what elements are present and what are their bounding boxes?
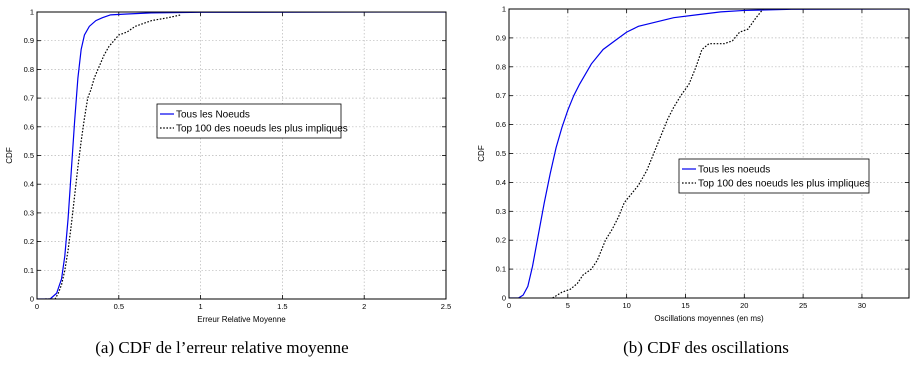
x-axis-label: Erreur Relative Moyenne — [197, 315, 286, 324]
x-axis-label: Oscillations moyennes (en ms) — [654, 314, 764, 323]
x-tick-label: 30 — [858, 301, 866, 310]
x-tick-label: 1.5 — [277, 302, 287, 311]
figure-caption: (b) CDF des oscillations — [623, 338, 789, 357]
y-tick-label: 0.2 — [496, 236, 506, 245]
y-axis-label: CDF — [477, 145, 486, 162]
series-line-2 — [45, 14, 182, 299]
y-tick-label: 0.5 — [496, 149, 506, 158]
legend-box — [156, 103, 342, 139]
y-tick-label: 0.1 — [496, 265, 506, 274]
y-tick-label: 0.9 — [24, 36, 34, 45]
x-tick-label: 2.5 — [441, 302, 451, 311]
plot-frame — [508, 8, 910, 299]
y-tick-label: 0.8 — [24, 65, 34, 74]
chart-panel-a: 0 0.1 0.2 0.3 0.4 0.5 0.6 0.7 0.8 0.9 1 0 0.5 1 1.5 2 2.… — [5, 8, 451, 358]
legend: Tous les Noeuds Top 100 des noeuds les pl… — [156, 103, 348, 139]
y-axis-label: CDF — [5, 147, 14, 164]
x-tick-label: 10 — [622, 301, 630, 310]
figure-caption: (a) CDF de l’erreur relative moyenne — [95, 338, 348, 357]
y-tick-label: 0.3 — [496, 207, 506, 216]
y-tick-label: 0.8 — [496, 62, 506, 71]
x-tick-label: 25 — [799, 301, 807, 310]
legend-label-2: Top 100 des noeuds les plus impliques — [698, 179, 870, 190]
series-line-1 — [509, 9, 909, 298]
y-tick-label: 1 — [30, 8, 34, 17]
y-tick-label: 0.7 — [496, 91, 506, 100]
y-tick-label: 0.3 — [24, 208, 34, 217]
y-tick-label: 0.6 — [24, 122, 34, 131]
series-line-2 — [552, 9, 764, 298]
y-tick-label: 1 — [502, 5, 506, 14]
y-tick-label: 0.9 — [496, 33, 506, 42]
x-tick-label: 20 — [740, 301, 748, 310]
x-tick-label: 15 — [681, 301, 689, 310]
x-tick-label: 0 — [35, 302, 39, 311]
legend-label-2: Top 100 des noeuds les plus impliques — [176, 124, 348, 135]
plot-frame — [36, 11, 447, 300]
legend-label-1: Tous les noeuds — [698, 165, 770, 176]
chart-panel-b: 00.10.20.30.40.50.60.70.80.910 5 10 15 20 25 3… — [477, 5, 910, 357]
x-tick-label: 0.5 — [114, 302, 124, 311]
legend-box — [678, 158, 870, 194]
y-tick-label: 0.6 — [496, 120, 506, 129]
y-tick-label: 0.7 — [24, 94, 34, 103]
y-tick-label: 0.4 — [24, 180, 34, 189]
y-tick-label: 0 — [502, 294, 506, 303]
y-tick-label: 0 — [30, 295, 34, 304]
y-tick-label: 0.2 — [24, 237, 34, 246]
legend: Tous les noeuds Top 100 des noeuds les pl… — [678, 158, 870, 194]
x-tick-label: 2 — [362, 302, 366, 311]
legend-label-1: Tous les Noeuds — [176, 110, 250, 121]
x-tick-label: 5 — [566, 301, 570, 310]
y-tick-label: 0.5 — [24, 151, 34, 160]
x-tick-label: 0 — [507, 301, 511, 310]
y-tick-label: 0.4 — [496, 178, 506, 187]
y-tick-label: 0.1 — [24, 266, 34, 275]
series-line-1 — [37, 12, 446, 299]
x-tick-label: 1 — [199, 302, 203, 311]
